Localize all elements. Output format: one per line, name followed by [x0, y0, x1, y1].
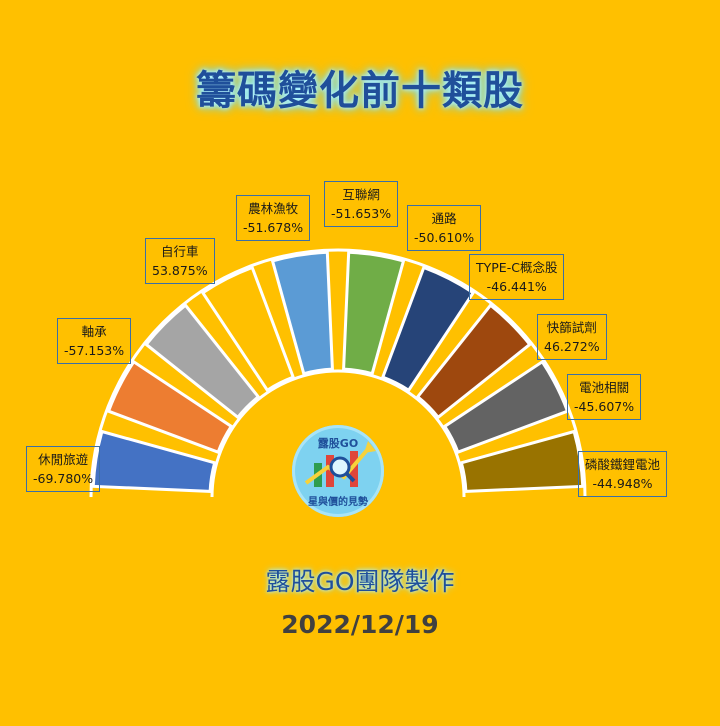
category-label: 休閒旅遊	[38, 452, 89, 467]
bar-wedge-2	[106, 359, 234, 455]
data-label-8: 快篩試劑 46.272%	[537, 314, 607, 360]
category-label: 快篩試劑	[546, 320, 597, 335]
category-label: 通路	[431, 211, 457, 226]
data-label-2: 軸承 -57.153%	[57, 318, 132, 364]
data-label-3: 自行車 53.875%	[145, 238, 215, 284]
value-label: -46.441%	[486, 279, 547, 294]
outer-arc	[89, 248, 587, 498]
value-label: -45.607%	[574, 399, 635, 414]
value-label: -44.948%	[592, 476, 653, 491]
bar-wedge-8	[415, 303, 532, 420]
bar-wedge-5	[270, 250, 334, 376]
logo-top-text: 露股GO	[317, 437, 359, 450]
value-label: -69.780%	[33, 471, 94, 486]
data-label-10: 磷酸鐵鋰電池 -44.948%	[578, 451, 668, 497]
category-label: TYPE-C概念股	[476, 260, 558, 275]
category-label: 農林漁牧	[248, 201, 299, 216]
value-label: -50.610%	[414, 230, 475, 245]
bar-wedge-3	[144, 303, 261, 420]
category-label: 軸承	[81, 324, 107, 339]
data-label-1: 休閒旅遊 -69.780%	[26, 446, 101, 492]
logo: 露股GO 星與價的見勢	[292, 425, 384, 517]
value-label: -57.153%	[64, 343, 125, 358]
data-label-7: TYPE-C概念股 -46.441%	[469, 254, 565, 300]
category-label: 電池相關	[579, 380, 630, 395]
value-label: -51.653%	[331, 206, 392, 221]
category-label: 互聯網	[342, 187, 380, 202]
value-label: 46.272%	[544, 339, 600, 354]
bar-wedge-1	[91, 429, 217, 493]
inner-arc	[210, 369, 466, 498]
data-label-4: 農林漁牧 -51.678%	[236, 195, 311, 241]
category-label: 磷酸鐵鋰電池	[585, 457, 661, 472]
bar-wedge-9	[442, 359, 570, 455]
bar-wedge-4	[200, 265, 296, 393]
chart-title: 籌碼變化前十類股	[196, 68, 524, 114]
chart-growth-icon	[304, 441, 376, 487]
bar-wedge-7	[380, 265, 476, 393]
data-label-9: 電池相關 -45.607%	[567, 374, 642, 420]
value-label: -51.678%	[243, 220, 304, 235]
data-label-5: 互聯網 -51.653%	[324, 181, 399, 227]
footer-date: 2022/12/19	[281, 610, 439, 639]
bar-wedge-6	[342, 250, 406, 376]
logo-bottom-text: 星與價的見勢	[308, 497, 368, 508]
category-label: 自行車	[161, 244, 199, 259]
value-label: 53.875%	[152, 263, 208, 278]
data-label-6: 通路 -50.610%	[407, 205, 482, 251]
footer-team: 露股GO團隊製作	[265, 567, 455, 596]
bar-wedge-10	[459, 429, 585, 493]
